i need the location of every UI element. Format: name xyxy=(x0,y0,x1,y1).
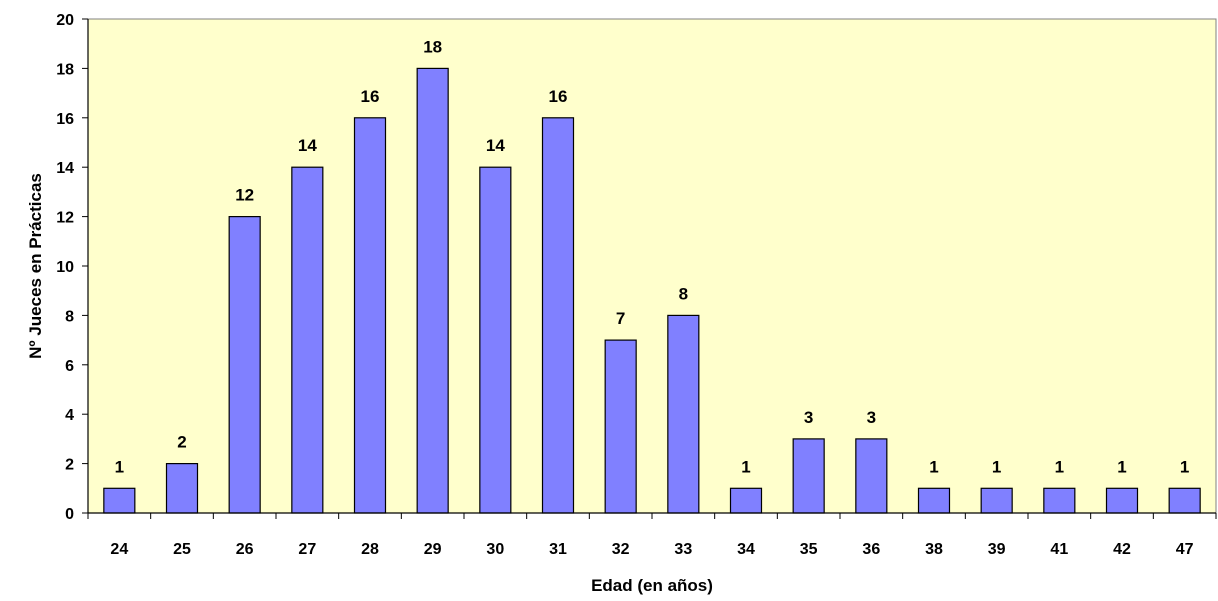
x-tick-label: 32 xyxy=(612,541,630,558)
bar xyxy=(1105,487,1139,514)
x-axis-title: Edad (en años) xyxy=(591,576,713,595)
x-tick-label: 34 xyxy=(737,541,755,558)
bar-data-label: 2 xyxy=(177,433,186,452)
y-tick-label: 20 xyxy=(56,12,74,29)
bar-data-label: 1 xyxy=(1055,457,1064,476)
bar xyxy=(541,117,575,514)
x-tick-label: 42 xyxy=(1113,541,1131,558)
bar-data-label: 18 xyxy=(423,37,442,56)
bar xyxy=(1043,487,1076,514)
bar-data-label: 8 xyxy=(679,284,688,303)
y-axis-title: Nº Jueces en Prácticas xyxy=(26,173,45,359)
x-tick-label: 39 xyxy=(988,541,1006,558)
bar-data-label: 1 xyxy=(115,457,124,476)
x-tick-label: 38 xyxy=(925,541,943,558)
bar-data-label: 1 xyxy=(1117,457,1126,476)
bar xyxy=(416,67,449,514)
bar-data-label: 3 xyxy=(804,408,813,427)
x-tick-label: 47 xyxy=(1176,541,1194,558)
x-tick-label: 41 xyxy=(1050,541,1068,558)
x-tick-label: 30 xyxy=(486,541,504,558)
x-tick-label: 35 xyxy=(800,541,818,558)
bar xyxy=(792,438,825,514)
x-tick-label: 33 xyxy=(674,541,692,558)
bar-data-label: 14 xyxy=(486,136,505,155)
bar xyxy=(291,166,324,514)
bar xyxy=(604,339,637,514)
y-tick-label: 18 xyxy=(56,61,74,78)
bar xyxy=(917,487,951,514)
bar-data-label: 1 xyxy=(741,457,750,476)
bar-data-label: 7 xyxy=(616,309,625,328)
x-tick-label: 24 xyxy=(110,541,128,558)
x-tick-label: 29 xyxy=(424,541,442,558)
bar-data-label: 1 xyxy=(929,457,938,476)
y-tick-label: 12 xyxy=(56,210,74,227)
bar-data-label: 16 xyxy=(549,87,568,106)
y-axis-ticks: 0 2 4 6 8 10 12 14 16 18 20 xyxy=(56,12,88,523)
bar xyxy=(667,314,700,514)
bar xyxy=(353,117,387,514)
bar xyxy=(729,487,763,514)
bar xyxy=(980,487,1013,514)
bar xyxy=(228,216,261,514)
y-tick-label: 0 xyxy=(65,506,74,523)
x-tick-label: 27 xyxy=(298,541,316,558)
x-tick-label: 31 xyxy=(549,541,567,558)
bar xyxy=(103,487,136,514)
y-tick-label: 2 xyxy=(65,457,74,474)
bar-data-label: 14 xyxy=(298,136,317,155)
x-tick-label: 28 xyxy=(361,541,379,558)
bar xyxy=(855,438,888,514)
bar-data-label: 16 xyxy=(361,87,380,106)
plot-area xyxy=(87,18,1217,514)
y-tick-label: 8 xyxy=(65,308,74,325)
y-tick-label: 6 xyxy=(65,358,74,375)
y-tick-label: 4 xyxy=(65,407,74,424)
x-tick-label: 36 xyxy=(862,541,880,558)
bar xyxy=(479,166,512,514)
x-tick-label: 25 xyxy=(173,541,191,558)
x-tick-label: 26 xyxy=(236,541,254,558)
bar-data-label: 3 xyxy=(867,408,876,427)
x-axis-ticks: 24 25 26 27 28 29 30 31 32 33 34 35 36 38 39 41 42 47 xyxy=(87,513,1217,558)
bar-data-label: 12 xyxy=(235,186,254,205)
y-tick-label: 14 xyxy=(56,160,74,177)
y-tick-label: 10 xyxy=(56,259,74,276)
bar-data-label: 1 xyxy=(1180,457,1189,476)
bar xyxy=(165,463,199,514)
y-tick-label: 16 xyxy=(56,111,74,128)
bar xyxy=(1168,487,1201,514)
bar-data-label: 1 xyxy=(992,457,1001,476)
